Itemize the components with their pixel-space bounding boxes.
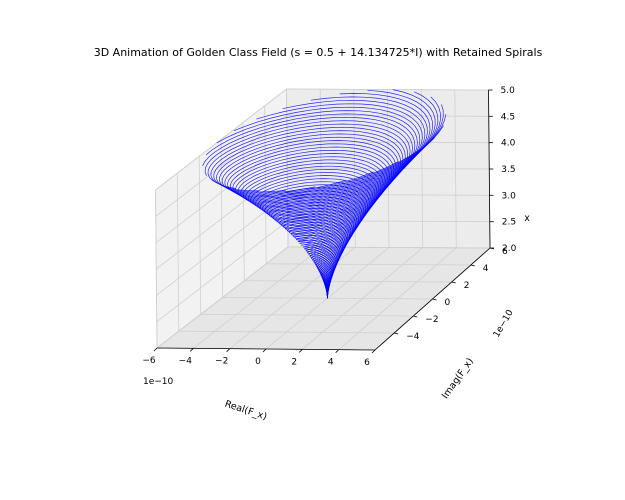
z-tick-label: 4.5: [501, 112, 515, 122]
spiral-curves: [202, 89, 447, 299]
y-tick-label: 4: [483, 264, 489, 274]
z-tick-label: 4.0: [501, 139, 516, 149]
grid-line-back-z: [286, 88, 489, 91]
z-tick-label: 3.0: [502, 191, 517, 201]
x-tick-label: 4: [328, 358, 334, 368]
x-tick: [190, 348, 194, 352]
x-tick: [262, 348, 267, 353]
y-tick: [413, 315, 418, 318]
grid-line-back-z: [287, 220, 490, 223]
grid-line-left-z: [156, 193, 288, 296]
z-tick-label: 5.0: [501, 86, 516, 96]
grid-line-floor-y: [244, 280, 452, 283]
spiral-curve: [224, 143, 395, 299]
spiral-curve: [257, 99, 426, 299]
grid-line-left-y: [155, 189, 158, 349]
grid-line-left-z: [156, 167, 288, 270]
y-tick-label: 0: [445, 298, 451, 308]
spiral-curve: [210, 126, 406, 299]
y-tick-label: 2: [464, 281, 470, 291]
z-tick-label: 2.0: [502, 244, 517, 254]
x-tick: [299, 349, 303, 353]
z-tick-label: 2.5: [502, 218, 516, 228]
x-tick: [226, 348, 230, 352]
spiral-curve: [219, 136, 399, 299]
x-tick: [153, 347, 158, 352]
spiral-curve: [229, 149, 420, 299]
x-tick-label: 2: [291, 357, 297, 367]
grid-line-back-z: [286, 141, 490, 144]
x-offset-label: 1e−10: [143, 377, 174, 387]
grid-line-left-z: [156, 220, 289, 323]
x-tick-label: −2: [215, 357, 228, 367]
spiral-curve: [227, 146, 399, 299]
x-tick: [335, 349, 339, 353]
x-tick: [371, 349, 376, 354]
y-tick-label: 6: [502, 247, 508, 257]
y-tick: [394, 332, 399, 335]
grid-line-left-z: [155, 114, 288, 217]
chart-title: 3D Animation of Golden Class Field (s = …: [94, 46, 543, 59]
spiral-curve: [221, 140, 397, 299]
y-tick: [432, 298, 437, 301]
z-tick-label: 3.5: [501, 165, 515, 175]
x-tick-label: 6: [364, 358, 370, 368]
y-tick-label: −4: [406, 332, 420, 342]
x-tick-label: −6: [142, 356, 156, 366]
y-tick: [451, 281, 456, 284]
grid-line-left-z: [156, 246, 289, 349]
z-axis-label: x: [524, 213, 530, 224]
grid-line-floor-y: [200, 313, 414, 317]
y-tick: [470, 264, 475, 267]
grid-line-left-z: [155, 88, 287, 191]
spiral-curve: [233, 106, 421, 299]
x-tick-label: 0: [255, 357, 261, 367]
spiral-curve: [232, 137, 435, 299]
spiral-curve: [205, 113, 416, 299]
tick-marks: [153, 89, 495, 354]
grid-line-floor-y: [266, 263, 471, 266]
x-tick-label: −4: [179, 356, 193, 366]
grid-line-floor-y: [178, 330, 395, 334]
y-tick-label: −2: [425, 315, 438, 325]
spiral-curve: [202, 116, 413, 299]
z-axis-line: [488, 89, 491, 249]
spiral-curve: [216, 110, 418, 299]
